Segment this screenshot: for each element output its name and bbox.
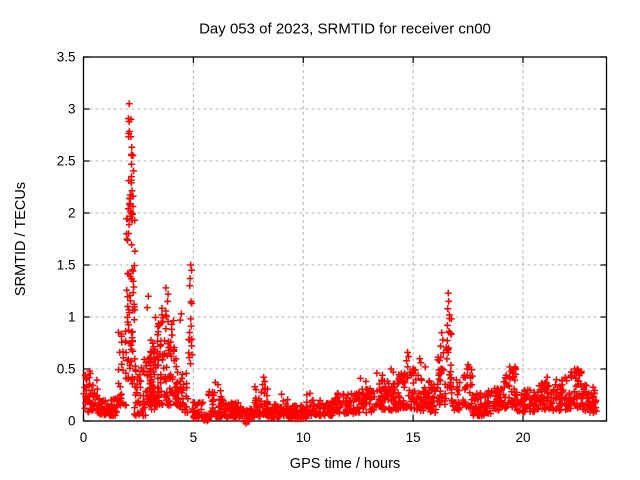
svg-text:0: 0 bbox=[80, 430, 88, 445]
svg-text:0: 0 bbox=[68, 414, 76, 429]
svg-text:2: 2 bbox=[68, 206, 76, 221]
data-points bbox=[80, 100, 600, 427]
svg-text:1.5: 1.5 bbox=[57, 258, 76, 273]
grid-lines bbox=[83, 57, 607, 421]
x-axis-label: GPS time / hours bbox=[289, 456, 401, 472]
svg-text:0.5: 0.5 bbox=[57, 362, 76, 377]
chart-title: Day 053 of 2023, SRMTID for receiver cn0… bbox=[199, 20, 491, 38]
svg-text:20: 20 bbox=[515, 430, 530, 445]
svg-text:3: 3 bbox=[68, 102, 76, 117]
tick-labels: 0 5 10 15 20 0 0.5 1 1.5 2 2.5 3 3.5 bbox=[57, 50, 531, 446]
svg-text:5: 5 bbox=[190, 430, 198, 445]
svg-text:10: 10 bbox=[296, 430, 311, 445]
svg-text:2.5: 2.5 bbox=[57, 154, 76, 169]
svg-text:15: 15 bbox=[406, 430, 421, 445]
axes-border bbox=[82, 56, 608, 422]
svg-text:1: 1 bbox=[68, 310, 76, 325]
svg-text:3.5: 3.5 bbox=[57, 50, 76, 65]
